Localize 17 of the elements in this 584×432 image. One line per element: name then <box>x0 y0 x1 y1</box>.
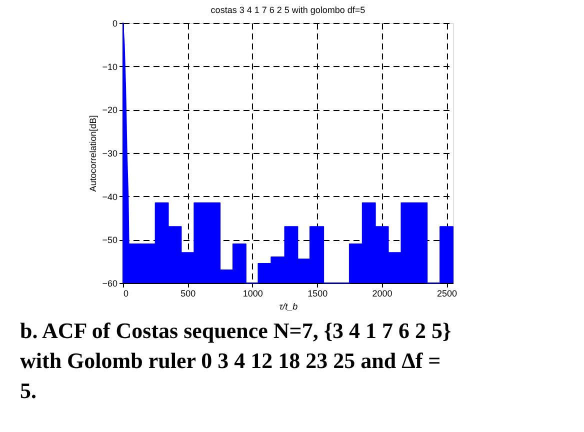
y-tick-label: −60 <box>102 278 118 288</box>
y-tick-label: −40 <box>102 192 118 202</box>
y-tick-label: −50 <box>102 235 118 246</box>
y-axis-title: Autocorrelation[dB] <box>88 115 98 192</box>
text: b. ACF of Costas sequence N=7, {3 4 1 7 6 2 5} with Golomb ruler 0 3 4 12 18 23 25 and Δf = 5. <box>20 318 452 403</box>
y-tick-label: −30 <box>102 148 118 158</box>
x-tick-label: 1000 <box>242 288 263 298</box>
y-tick-label: −20 <box>102 105 118 116</box>
x-tick-label: 0 <box>123 288 128 298</box>
x-tick-label: 2000 <box>372 288 392 298</box>
x-tick-label: 500 <box>180 288 196 298</box>
x-tick-label: 1500 <box>308 288 328 298</box>
x-axis-title: τ/t_b <box>279 302 298 312</box>
x-tick-label: 2500 <box>436 288 458 298</box>
y-tick-label: −10 <box>102 62 118 72</box>
chart-title: costas 3 4 1 7 6 2 5 with golombo df=5 <box>210 5 366 15</box>
y-tick-label: 0 <box>112 18 118 28</box>
